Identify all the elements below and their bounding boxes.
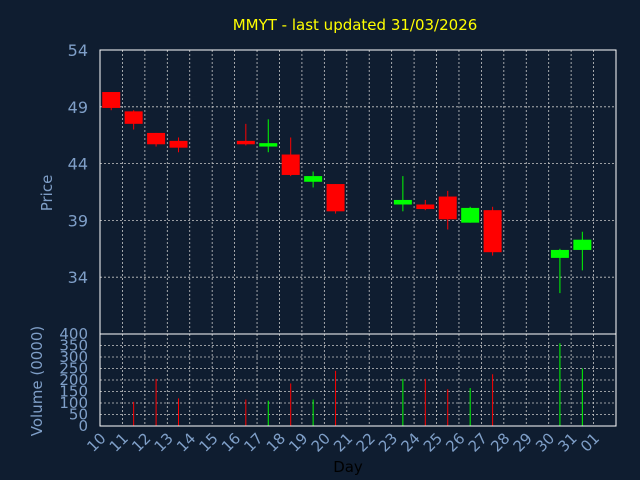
day-tick-labels: 1011121314151617181920212223242526272829… <box>83 429 603 455</box>
volume-tick-label: 300 <box>59 348 88 366</box>
candle-body-day-12 <box>147 132 166 145</box>
candle-body-day-25 <box>438 196 457 220</box>
candlestick-series <box>102 92 592 294</box>
volume-panel-frame <box>99 333 617 427</box>
candle-body-day-23 <box>393 199 412 205</box>
candle-body-day-11 <box>124 111 143 124</box>
candle-body-day-30 <box>550 249 569 258</box>
candle-body-day-10 <box>102 92 121 108</box>
volume-tick-label: 0 <box>78 417 88 435</box>
candle-body-day-24 <box>416 204 435 210</box>
candle-body-day-17 <box>259 143 278 147</box>
candle-body-day-16 <box>236 140 255 145</box>
volume-series <box>133 343 583 426</box>
candle-body-day-31 <box>573 239 592 250</box>
candle-body-day-18 <box>281 154 300 175</box>
candle-body-day-19 <box>304 176 323 182</box>
candle-body-day-13 <box>169 140 188 148</box>
x-axis-label: Day <box>333 458 363 476</box>
price-tick-label: 34 <box>68 268 88 287</box>
chart-title: MMYT - last updated 31/03/2026 <box>233 16 478 34</box>
price-grid <box>100 49 616 334</box>
price-tick-label: 54 <box>68 41 88 60</box>
price-tick-labels: 34 39 44 49 54 <box>68 41 88 287</box>
candle-body-day-26 <box>461 207 480 223</box>
candle-body-day-20 <box>326 184 345 212</box>
candle-body-day-27 <box>483 210 502 253</box>
volume-tick-label: 200 <box>59 371 88 389</box>
volume-tick-label: 250 <box>59 360 88 378</box>
price-axis-label: Price <box>38 175 56 212</box>
price-tick-label: 44 <box>68 155 88 174</box>
volume-tick-label: 100 <box>59 394 88 412</box>
volume-axis-label: Volume (0000) <box>28 326 46 436</box>
volume-tick-label: 50 <box>69 406 88 424</box>
volume-tick-label: 150 <box>59 383 88 401</box>
volume-grid <box>100 333 616 427</box>
price-tick-label: 39 <box>68 211 88 230</box>
price-tick-label: 49 <box>68 98 88 117</box>
volume-tick-label: 350 <box>59 337 88 355</box>
volume-tick-label: 400 <box>59 325 88 343</box>
